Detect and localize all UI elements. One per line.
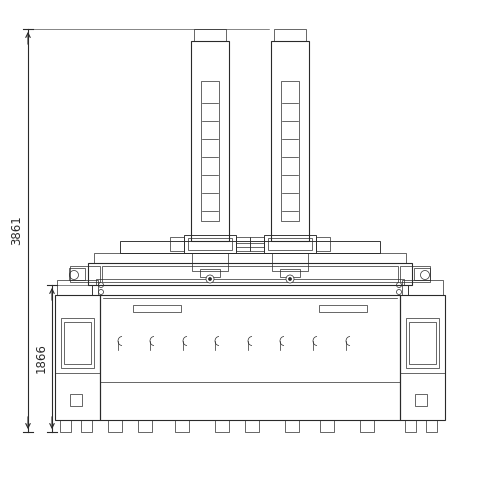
Bar xyxy=(271,41,309,241)
Bar xyxy=(108,420,122,432)
Bar xyxy=(280,269,300,277)
Bar xyxy=(191,41,229,241)
Bar xyxy=(192,253,228,271)
Bar xyxy=(281,81,299,221)
Bar xyxy=(215,420,229,432)
Bar xyxy=(285,420,299,432)
Bar xyxy=(170,237,184,251)
Bar xyxy=(94,253,406,263)
Bar xyxy=(264,235,316,253)
Bar xyxy=(60,420,71,432)
Bar xyxy=(70,394,82,406)
Text: 3861: 3861 xyxy=(10,216,24,246)
Bar xyxy=(175,420,189,432)
Bar xyxy=(194,29,226,41)
Bar xyxy=(88,263,412,285)
Circle shape xyxy=(288,278,292,280)
Bar xyxy=(201,81,219,221)
Bar xyxy=(55,295,100,420)
Bar xyxy=(414,268,430,280)
Bar xyxy=(402,280,443,295)
Bar xyxy=(184,235,236,253)
Bar xyxy=(200,269,220,277)
Bar xyxy=(64,322,91,364)
Bar xyxy=(316,237,330,251)
Bar xyxy=(120,241,380,253)
Bar xyxy=(360,420,374,432)
Bar xyxy=(245,420,259,432)
Bar xyxy=(100,295,400,420)
Bar xyxy=(70,266,100,282)
Bar xyxy=(61,318,94,368)
Bar xyxy=(69,268,85,280)
Circle shape xyxy=(206,275,214,283)
Bar xyxy=(409,322,436,364)
Bar xyxy=(274,29,306,41)
Bar xyxy=(96,279,404,285)
Bar xyxy=(319,305,367,312)
Text: 1866: 1866 xyxy=(34,344,48,374)
Bar xyxy=(188,238,232,250)
Bar xyxy=(138,420,152,432)
Bar xyxy=(102,266,398,282)
Bar xyxy=(236,237,250,251)
Bar xyxy=(426,420,437,432)
Bar xyxy=(268,238,312,250)
Bar xyxy=(406,318,439,368)
Bar xyxy=(92,285,408,295)
Bar xyxy=(320,420,334,432)
Bar xyxy=(415,394,427,406)
Bar xyxy=(272,253,308,271)
Circle shape xyxy=(208,278,212,280)
Bar xyxy=(400,295,445,420)
Circle shape xyxy=(286,275,294,283)
Bar xyxy=(133,305,181,312)
Bar xyxy=(400,266,430,282)
Bar xyxy=(405,420,416,432)
Bar xyxy=(81,420,92,432)
Bar xyxy=(250,237,264,251)
Bar xyxy=(57,280,98,295)
